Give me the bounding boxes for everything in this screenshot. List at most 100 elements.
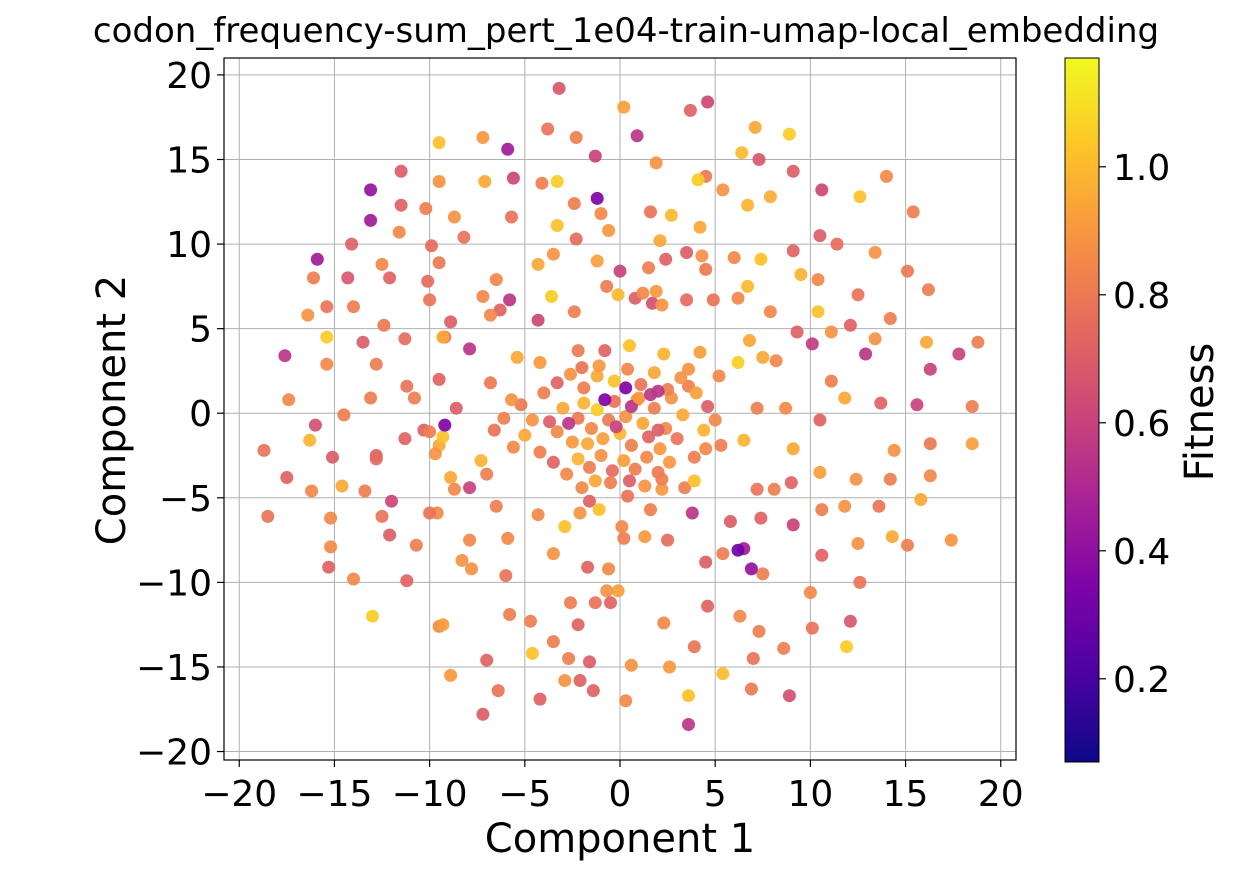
data-point bbox=[741, 279, 755, 293]
data-point bbox=[310, 252, 324, 266]
data-point bbox=[638, 530, 652, 544]
data-point bbox=[741, 198, 755, 212]
data-point bbox=[786, 442, 800, 456]
data-point bbox=[921, 283, 935, 297]
data-point bbox=[883, 312, 897, 325]
data-point bbox=[880, 169, 893, 183]
data-point bbox=[714, 438, 728, 452]
data-point bbox=[636, 286, 650, 300]
data-point bbox=[421, 274, 435, 288]
data-point bbox=[615, 520, 629, 534]
data-point bbox=[697, 423, 711, 437]
data-point bbox=[487, 423, 501, 437]
data-point bbox=[621, 362, 635, 376]
data-point bbox=[735, 146, 749, 160]
data-point bbox=[596, 432, 610, 446]
data-point bbox=[307, 271, 320, 285]
data-point bbox=[763, 190, 777, 204]
data-point bbox=[782, 689, 796, 703]
data-point bbox=[600, 279, 614, 293]
data-point bbox=[838, 391, 852, 405]
data-point bbox=[592, 503, 606, 517]
data-point bbox=[366, 609, 379, 623]
data-point bbox=[611, 584, 625, 598]
data-point bbox=[687, 450, 701, 464]
data-point bbox=[716, 547, 730, 561]
data-point bbox=[701, 599, 715, 613]
data-point bbox=[887, 443, 901, 457]
data-point bbox=[640, 450, 654, 464]
x-tick-label: −10 bbox=[392, 774, 468, 815]
data-point bbox=[419, 202, 433, 215]
data-point bbox=[659, 252, 673, 266]
data-point bbox=[583, 655, 596, 669]
data-point bbox=[868, 332, 882, 346]
data-point bbox=[385, 494, 398, 508]
data-point bbox=[611, 288, 625, 302]
data-point bbox=[624, 400, 638, 413]
data-point bbox=[651, 384, 665, 398]
data-point bbox=[282, 393, 296, 407]
data-point bbox=[364, 183, 378, 197]
data-point bbox=[546, 635, 560, 649]
data-point bbox=[623, 339, 636, 353]
data-point bbox=[786, 244, 800, 258]
data-point bbox=[510, 350, 524, 364]
data-point bbox=[699, 442, 713, 456]
data-point bbox=[661, 533, 675, 547]
data-point bbox=[769, 354, 783, 368]
data-point bbox=[811, 305, 825, 319]
data-point bbox=[506, 171, 520, 185]
data-point bbox=[436, 330, 450, 344]
data-point bbox=[723, 515, 737, 528]
data-point bbox=[567, 197, 581, 210]
y-tick-label: −20 bbox=[136, 733, 212, 774]
data-point bbox=[432, 136, 446, 150]
y-axis-label: Component 2 bbox=[89, 275, 135, 545]
data-point bbox=[571, 411, 585, 425]
data-point bbox=[786, 518, 800, 532]
data-point bbox=[447, 482, 461, 496]
data-point bbox=[394, 164, 408, 178]
x-tick-label: 10 bbox=[787, 774, 833, 815]
data-point bbox=[914, 493, 928, 506]
data-point bbox=[843, 614, 857, 628]
data-point bbox=[394, 198, 408, 212]
data-point bbox=[746, 652, 760, 665]
data-point bbox=[569, 131, 583, 144]
data-point bbox=[680, 293, 694, 307]
colorbar-ticks: 0.2 0.4 0.6 0.8 1.0 bbox=[1099, 148, 1170, 701]
data-point bbox=[305, 484, 319, 498]
data-point bbox=[901, 538, 914, 552]
data-point bbox=[906, 205, 920, 219]
data-point bbox=[449, 401, 463, 415]
data-point bbox=[583, 494, 596, 508]
data-point bbox=[706, 293, 720, 307]
data-point bbox=[682, 689, 695, 703]
data-point bbox=[756, 350, 770, 364]
data-point bbox=[598, 393, 612, 407]
data-point bbox=[320, 330, 334, 344]
data-point bbox=[423, 506, 437, 520]
data-point bbox=[731, 291, 745, 305]
data-point bbox=[815, 548, 829, 562]
data-point bbox=[358, 484, 372, 498]
data-point bbox=[923, 469, 937, 483]
data-point bbox=[364, 213, 378, 227]
data-point bbox=[533, 445, 547, 459]
data-point bbox=[550, 175, 564, 188]
data-point bbox=[571, 452, 585, 466]
data-point bbox=[577, 381, 591, 395]
data-point bbox=[531, 313, 545, 327]
data-point bbox=[883, 472, 897, 486]
data-point bbox=[425, 239, 438, 253]
data-point bbox=[588, 596, 602, 610]
data-point bbox=[320, 357, 334, 371]
data-point bbox=[565, 435, 579, 449]
data-point bbox=[605, 464, 619, 478]
data-point bbox=[436, 618, 450, 632]
data-point bbox=[750, 482, 764, 496]
data-point bbox=[910, 398, 924, 412]
data-point bbox=[851, 288, 865, 302]
data-point bbox=[743, 334, 756, 347]
